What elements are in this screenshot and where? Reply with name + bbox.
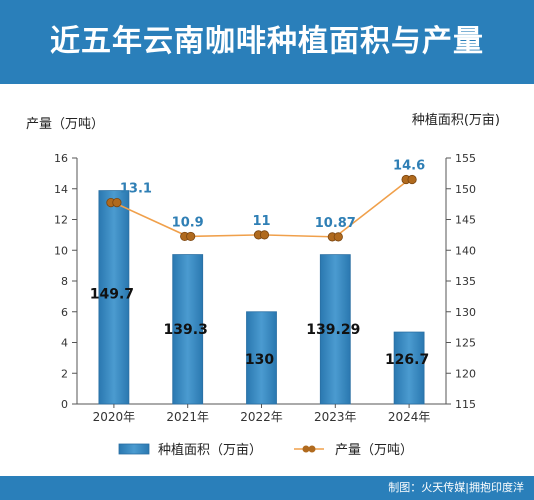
left-tick-label: 14 <box>54 183 68 196</box>
right-tick-label: 150 <box>455 183 476 196</box>
bar-area-2021年 <box>172 254 204 405</box>
right-tick-label: 140 <box>455 244 476 257</box>
line-value-label: 10.9 <box>172 215 204 230</box>
x-tick-label: 2023年 <box>314 410 357 424</box>
line-marker <box>259 230 270 240</box>
x-tick-label: 2021年 <box>166 410 209 424</box>
x-tick-label: 2020年 <box>93 410 136 424</box>
left-tick-label: 16 <box>54 152 68 165</box>
legend-bar-swatch <box>118 443 150 455</box>
bar-value-label: 139.3 <box>164 322 208 338</box>
legend-bar-label: 种植面积（万亩） <box>158 442 262 458</box>
right-tick-label: 155 <box>455 152 476 165</box>
legend-line-marker <box>302 445 310 453</box>
left-tick-label: 12 <box>54 214 68 227</box>
bar-value-label: 139.29 <box>306 322 360 338</box>
line-marker <box>112 197 122 208</box>
line-value-label: 11 <box>252 214 270 229</box>
left-tick-label: 2 <box>61 367 68 380</box>
bar-value-label: 130 <box>245 352 274 368</box>
right-axis-label: 种植面积(万亩) <box>412 112 500 128</box>
right-tick-label: 145 <box>455 214 476 227</box>
bar-value-label: 149.7 <box>90 287 134 303</box>
x-tick-label: 2022年 <box>240 410 283 424</box>
right-tick-label: 135 <box>455 275 476 288</box>
right-tick-label: 115 <box>455 398 476 411</box>
left-tick-label: 6 <box>61 306 68 319</box>
right-tick-label: 125 <box>455 337 476 350</box>
line-value-label: 13.1 <box>120 182 152 197</box>
line-marker <box>407 174 417 185</box>
chart-title: 近五年云南咖啡种植面积与产量 <box>50 24 484 59</box>
right-tick-label: 120 <box>455 367 476 380</box>
bar-area-2022年 <box>246 311 277 405</box>
legend-line-label: 产量（万吨） <box>335 443 413 458</box>
right-tick-label: 130 <box>455 306 476 319</box>
title-banner: 近五年云南咖啡种植面积与产量 <box>0 0 534 84</box>
chart: 产量（万吨） 种植面积(万亩) 0 2 4 6 8 10 12 14 16 115 120 125 130 1… <box>26 112 500 458</box>
left-tick-label: 10 <box>54 244 68 257</box>
bar-area-2024年 <box>393 331 425 405</box>
line-value-label: 10.87 <box>315 216 356 231</box>
footer-credit: 制图：火天传媒|拥抱印度洋 <box>388 481 524 494</box>
x-tick-label: 2024年 <box>388 410 431 424</box>
bar-area-2020年 <box>98 190 130 405</box>
footer-bar: 制图：火天传媒|拥抱印度洋 <box>0 476 534 500</box>
bar-value-label: 126.7 <box>385 352 429 368</box>
left-tick-label: 4 <box>61 337 68 350</box>
left-axis-label: 产量（万吨） <box>26 117 104 132</box>
left-tick-label: 8 <box>61 275 68 288</box>
left-tick-label: 0 <box>61 398 68 411</box>
bar-area-2023年 <box>319 254 351 405</box>
line-value-label: 14.6 <box>393 159 425 174</box>
line-marker <box>333 232 343 242</box>
line-marker <box>186 231 196 242</box>
legend-line-marker <box>308 445 316 453</box>
